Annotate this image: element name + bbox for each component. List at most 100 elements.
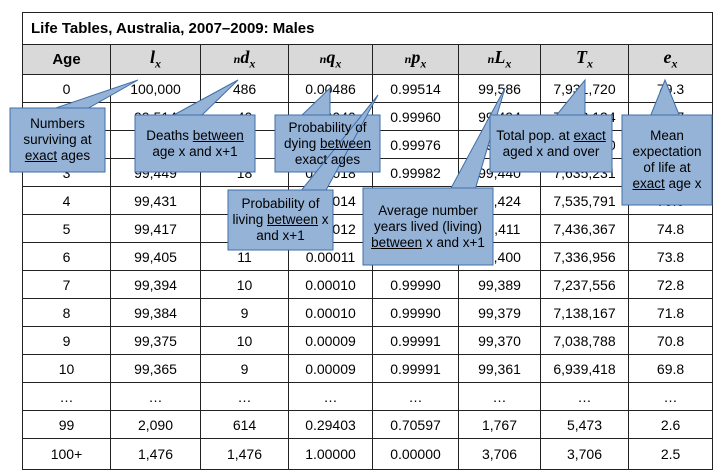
table-cell: 2,090	[110, 410, 201, 439]
callout-join	[451, 189, 474, 191]
callout-underlined: between	[371, 234, 423, 250]
table-cell: 7,237,556	[540, 270, 629, 299]
table-cell: 0.99991	[372, 326, 459, 355]
table-cell: 10	[22, 354, 111, 383]
callout-pointer	[49, 79, 139, 111]
table-cell: 1.00000	[288, 438, 373, 470]
table-cell: 5,473	[540, 410, 629, 439]
callout-before: Deaths	[146, 127, 189, 143]
header-prefix: n	[233, 52, 241, 67]
table-cell: 0.99991	[372, 354, 459, 383]
header-symbol: lx	[149, 47, 161, 71]
table-cell: 69.8	[627, 354, 714, 383]
table-title: Life Tables, Australia, 2007–2009: Males	[21, 12, 714, 45]
table-cell: 2.6	[627, 410, 714, 439]
callout-join	[301, 116, 329, 118]
callout-text-inner: Numbers surviving at exact ages	[14, 116, 101, 164]
header-symbol: Tx	[576, 47, 593, 71]
callout-before: Average number years lived (living)	[373, 202, 483, 234]
column-header: Tx	[540, 44, 629, 75]
callout-after: exact ages	[294, 151, 361, 167]
header-symbol: npx	[404, 47, 427, 71]
table-cell: 100+	[22, 438, 111, 470]
column-header: ndx	[200, 44, 289, 75]
table-cell: 73.8	[627, 242, 714, 271]
callout-before: Numbers surviving at	[23, 116, 92, 147]
table-cell: 99,370	[458, 326, 541, 355]
table-cell: 71.8	[627, 298, 714, 327]
callout-text-inner: Probability of dying between exact ages	[279, 120, 376, 168]
table-cell: 7,038,788	[540, 326, 629, 355]
header-main: L	[494, 47, 506, 68]
table-cell: 3,706	[458, 438, 541, 470]
callout-box	[9, 107, 106, 173]
table-cell: 99,417	[110, 214, 201, 243]
column-header: npx	[372, 44, 459, 75]
table-cell: 1,476	[200, 438, 289, 470]
table-cell: 1,767	[458, 410, 541, 439]
callout-text-inner: Total pop. at exact aged x and over	[494, 128, 608, 160]
callout-text: Total pop. at exact aged x and over	[494, 115, 608, 172]
table-cell: 0.99982	[372, 158, 459, 187]
header-subscript: x	[420, 56, 427, 71]
callout-pointer	[649, 78, 681, 118]
callout-text-inner: Mean expectation of life at exact age x	[626, 128, 708, 192]
table-row: 7 99,394 10 0.00010 0.99990 99,389 7,237,556 72…	[22, 270, 714, 299]
callout-pointer	[169, 79, 239, 118]
callout-text-inner: Average number years lived (living) betw…	[367, 203, 489, 251]
callout-box	[621, 114, 713, 206]
callout-after: x and x+1	[425, 234, 485, 250]
table-cell: 4	[22, 186, 111, 215]
table-row: 100+ 1,476 1,476 1.00000 0.00000 3,706 3,706 2.…	[22, 438, 714, 470]
callout-join	[171, 116, 199, 118]
header-subscript: x	[671, 56, 678, 71]
callout-text: Average number years lived (living) betw…	[367, 188, 489, 265]
table-cell: 99	[22, 410, 111, 439]
callout-text: Mean expectation of life at exact age x	[626, 115, 708, 205]
header-prefix: n	[319, 52, 327, 67]
table-cell: 99,379	[458, 298, 541, 327]
table-cell: …	[200, 382, 289, 411]
callout-text: Deaths between age x and x+1	[139, 115, 251, 172]
callout-box	[227, 189, 334, 251]
header-main: p	[411, 47, 421, 68]
table-cell: 100,000	[110, 74, 201, 103]
callout-pointer	[553, 78, 586, 118]
table-cell: 6,939,418	[540, 354, 629, 383]
table-cell: 0.00010	[288, 270, 373, 299]
header-prefix: n	[404, 52, 412, 67]
table-cell: 7,436,367	[540, 214, 629, 243]
callout-join	[301, 191, 324, 193]
header-symbol: nqx	[319, 47, 342, 71]
table-cell: 99,394	[110, 270, 201, 299]
table-cell: …	[110, 382, 201, 411]
header-main: T	[576, 47, 587, 68]
callout-text: Numbers surviving at exact ages	[14, 108, 101, 172]
callout-box	[134, 114, 256, 173]
callout-before: Probability of dying	[283, 119, 367, 151]
callout-underlined: between	[266, 212, 319, 227]
header-main: l	[149, 47, 155, 68]
table-cell: 1,476	[110, 438, 201, 470]
table-cell: 0.99514	[372, 74, 459, 103]
table-cell: 8	[22, 298, 111, 327]
column-header: nLx	[458, 44, 541, 75]
table-row: 9 99,375 10 0.00009 0.99991 99,370 7,038,788 70…	[22, 326, 714, 355]
table-cell: 99,405	[110, 242, 201, 271]
header-subscript: x	[155, 56, 161, 71]
table-cell: 0.99990	[372, 298, 459, 327]
header-row: Age lx ndx nqx npx nLx Tx ex	[22, 44, 714, 75]
header-main: d	[240, 47, 250, 68]
table-cell: 72.8	[627, 270, 714, 299]
callout-box	[362, 187, 494, 266]
callout-box	[489, 114, 613, 173]
table-cell: 3,706	[540, 438, 629, 470]
table-cell: 70.8	[627, 326, 714, 355]
callout-text-inner: Probability of living between x and x+1	[232, 196, 329, 244]
table-cell: 0.99960	[372, 102, 459, 131]
callout-underlined: exact	[573, 127, 606, 143]
callout-before: Mean expectation of life at	[632, 128, 702, 175]
table-cell: …	[627, 382, 714, 411]
header-subscript: x	[249, 56, 256, 71]
